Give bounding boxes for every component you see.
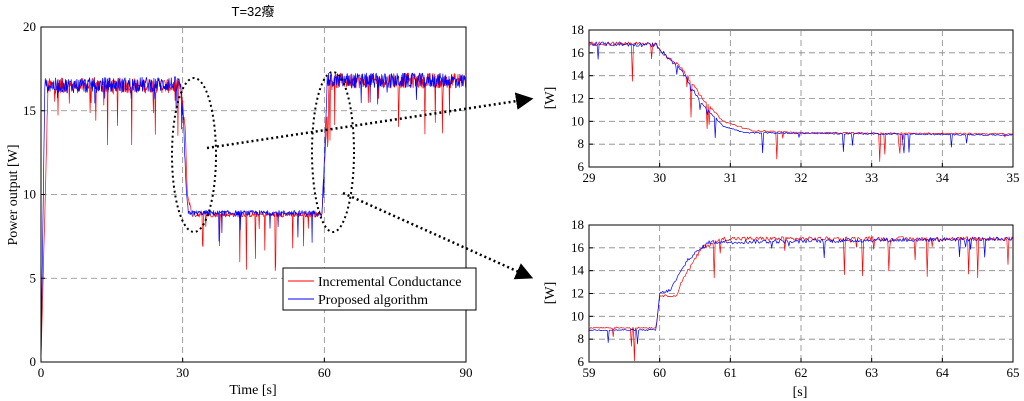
zoom2-x-tick-label: 64 (936, 365, 950, 380)
zoom2-y-tick-label: 18 (571, 217, 584, 232)
main-series-proposed-algorithm (41, 72, 466, 362)
main-ticks: 0 30 60 90 0 5 10 15 20 (23, 19, 473, 380)
zoom2-y-tick-label: 8 (578, 331, 585, 346)
main-x-tick-label: 30 (176, 365, 189, 380)
zoom1-y-tick-label: 12 (571, 91, 584, 106)
zoom1-x-tick-label: 29 (583, 170, 596, 185)
main-chart: 0 30 60 90 0 5 10 15 20 T=32癈 Time [s] Power out… (6, 4, 477, 398)
zoom2-x-tick-label: 65 (1007, 365, 1020, 380)
zoom1-x-tick-label: 31 (724, 170, 737, 185)
main-x-tick-label: 90 (460, 365, 473, 380)
zoom1-x-tick-label: 35 (1007, 170, 1020, 185)
zoom2-series (589, 236, 1013, 362)
zoom2-y-tick-label: 6 (578, 354, 585, 369)
zoom1-y-tick-label: 10 (571, 113, 584, 128)
zoom2-y-tick-label: 16 (571, 240, 585, 255)
zoom2-y-tick-label: 10 (571, 308, 584, 323)
main-x-axis-label: Time [s] (229, 383, 276, 398)
zoom2-grid (589, 225, 1013, 362)
zoom1-grid (589, 30, 1013, 167)
zoom-arrow-60s (342, 191, 534, 280)
main-y-axis-label: Power output [W] (6, 144, 21, 245)
main-x-tick-label: 0 (38, 365, 45, 380)
zoom1-x-tick-label: 34 (936, 170, 950, 185)
zoom1-y-tick-label: 6 (578, 159, 585, 174)
zoom2-y-tick-label: 12 (571, 286, 584, 301)
zoom1-series-incremental-conductance (589, 41, 1013, 162)
zoom2-x-tick-label: 62 (795, 365, 808, 380)
main-y-tick-label: 5 (30, 270, 37, 285)
main-x-tick-label: 60 (318, 365, 331, 380)
zoom2-series-proposed-algorithm (589, 236, 1013, 345)
zoom1-y-tick-label: 16 (571, 45, 585, 60)
zoom2-x-tick-label: 61 (724, 365, 737, 380)
zoom1-x-tick-label: 33 (865, 170, 878, 185)
zoom1-x-tick-label: 32 (795, 170, 808, 185)
zoom1-y-tick-label: 18 (571, 22, 584, 37)
zoom2-y-tick-label: 14 (571, 263, 585, 278)
zoom1-series (589, 41, 1013, 162)
zoom2-x-tick-label: 60 (653, 365, 666, 380)
zoom-chart-60s: 59 60 61 62 63 64 65 6 8 10 12 14 16 18 [W] [s] (543, 217, 1020, 400)
legend-label-proposed: Proposed algorithm (318, 293, 428, 308)
main-y-tick-label: 20 (23, 19, 36, 34)
zoom1-x-tick-label: 30 (653, 170, 666, 185)
zoom1-ticks: 29 30 31 32 33 34 35 6 8 10 12 14 16 18 (571, 22, 1020, 185)
main-y-tick-label: 15 (23, 103, 36, 118)
main-title: T=32癈 (232, 4, 275, 19)
legend: Incremental Conductance Proposed algorit… (282, 267, 477, 311)
main-y-tick-label: 0 (30, 354, 37, 369)
legend-box (282, 267, 477, 311)
zoom1-y-tick-label: 8 (578, 136, 585, 151)
zoom2-x-tick-label: 59 (583, 365, 596, 380)
zoom1-y-tick-label: 14 (571, 68, 585, 83)
zoom1-y-axis-label: [W] (543, 87, 558, 110)
zoom1-series-proposed-algorithm (589, 41, 1013, 154)
zoom2-y-axis-label: [W] (543, 282, 558, 305)
zoom-chart-30s: 29 30 31 32 33 34 35 6 8 10 12 14 16 18 [W] (543, 22, 1020, 185)
main-y-tick-label: 10 (23, 187, 36, 202)
legend-label-ic: Incremental Conductance (318, 275, 461, 290)
transition-highlight-60s (311, 71, 355, 233)
zoom2-x-axis-label: [s] (793, 385, 808, 400)
main-series (41, 72, 466, 362)
zoom2-x-tick-label: 63 (865, 365, 878, 380)
zoom2-ticks: 59 60 61 62 63 64 65 6 8 10 12 14 16 18 (571, 217, 1020, 380)
transition-highlight-30s (171, 77, 217, 233)
